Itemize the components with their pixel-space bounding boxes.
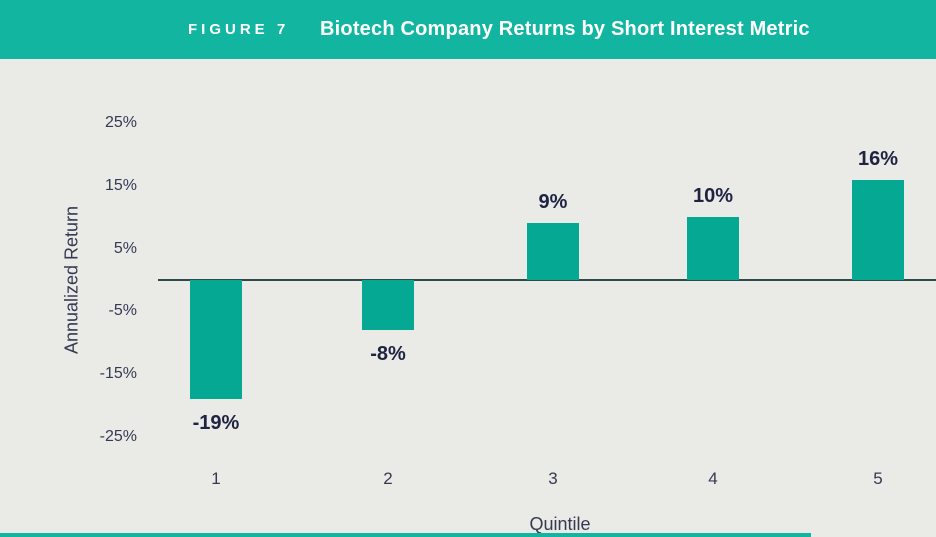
y-axis-title: Annualized Return	[61, 205, 82, 355]
figure-number-label: FIGURE 7	[188, 21, 290, 38]
y-tick-label: -25%	[99, 428, 137, 445]
y-tick-label: 25%	[104, 114, 137, 131]
bar-value-label: 9%	[538, 191, 568, 213]
bar-value-label: -19%	[192, 412, 240, 434]
bar-quintile-4	[687, 217, 739, 280]
bar-value-label: -8%	[370, 343, 406, 365]
x-tick-label: 5	[873, 469, 883, 488]
x-tick-label: 3	[548, 469, 558, 488]
x-tick-label: 2	[383, 469, 393, 488]
bar-value-label: 10%	[692, 185, 734, 207]
figure-title: Biotech Company Returns by Short Interes…	[320, 18, 810, 40]
y-tick-label: 15%	[104, 177, 137, 194]
bar-quintile-1	[190, 280, 242, 399]
figure-header: FIGURE 7 Biotech Company Returns by Shor…	[0, 0, 936, 59]
bottom-accent-strip	[0, 533, 811, 537]
y-tick-label: -15%	[99, 365, 137, 382]
bar-quintile-3	[527, 223, 579, 280]
x-tick-label: 1	[211, 469, 221, 488]
bar-quintile-2	[362, 280, 414, 330]
zero-axis-line	[158, 279, 936, 281]
y-tick-label: -5%	[108, 302, 137, 319]
bar-value-label: 16%	[857, 148, 899, 170]
x-axis-title: Quintile	[529, 514, 591, 534]
y-tick-label: 5%	[113, 240, 137, 257]
bar-quintile-5	[852, 180, 904, 280]
x-tick-label: 4	[708, 469, 718, 488]
